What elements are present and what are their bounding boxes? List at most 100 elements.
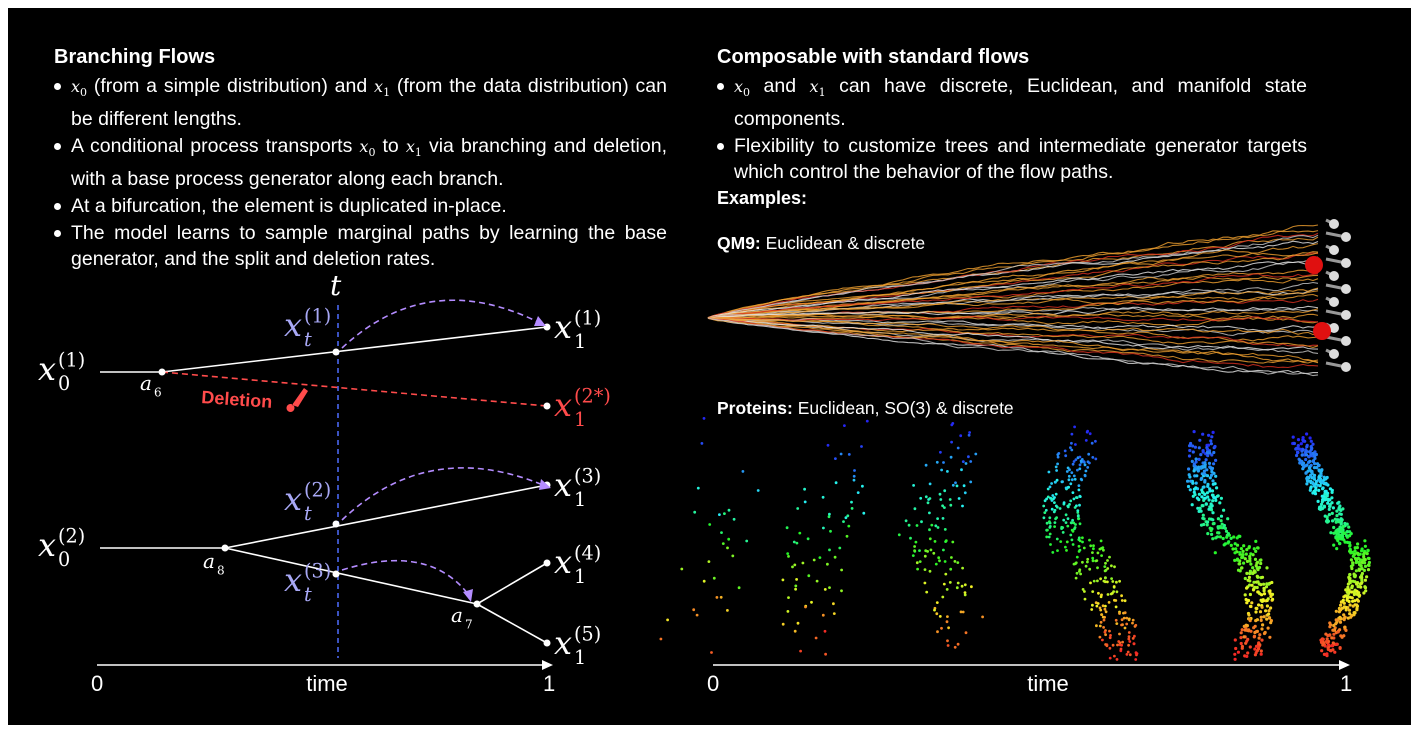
residue [1201,491,1205,495]
residue [1207,461,1212,465]
residue [963,593,967,597]
node [473,600,481,608]
residue [1046,528,1049,532]
residue [1345,534,1349,538]
residue [1248,554,1252,559]
residue [1326,647,1330,652]
residue [843,424,846,427]
residue [1248,604,1253,609]
branch [224,547,478,605]
residue [1324,482,1328,486]
residue [1236,568,1241,572]
residue [1254,644,1259,648]
branch [224,484,548,549]
residue [1062,501,1066,505]
residue [1071,518,1074,522]
residue [1310,446,1314,450]
residue [1100,613,1103,616]
residue [944,572,948,576]
residue [956,561,960,564]
residue [1192,469,1196,473]
residue [1210,532,1214,537]
residue [726,546,729,550]
residue [832,612,836,615]
residue [1121,623,1124,627]
residue [1320,494,1324,498]
residue [1215,535,1220,539]
residue [1260,605,1264,609]
residue [785,526,789,530]
trajectory [707,293,1319,319]
residue [1335,532,1339,536]
residue [1349,558,1353,562]
residue [1102,579,1106,583]
residue [1234,547,1238,551]
residue [1308,459,1312,463]
residue [741,470,745,473]
residue [707,560,711,563]
residue [1076,468,1079,472]
residue [951,483,955,487]
residue [850,507,854,510]
node [332,570,340,578]
residue [814,636,818,640]
residue [1128,640,1132,643]
residue [1210,435,1214,439]
residue [981,615,984,619]
math-sub: 0 [58,548,70,571]
residue [1192,430,1196,434]
residue [1237,562,1241,566]
residue [912,484,915,487]
residue [1338,525,1342,529]
residue [1205,451,1209,455]
math-var: x [374,77,384,96]
residue [1251,566,1255,570]
residue [1351,604,1355,608]
residue [941,517,945,520]
math-sup: (1) [574,307,601,330]
residue [1323,492,1327,496]
bullet: At a bifurcation, the element is duplica… [54,193,667,219]
residue [1188,444,1192,448]
residue [1329,531,1333,535]
math-sub: 7 [465,617,473,631]
residue [1266,597,1270,601]
residue [1104,561,1107,565]
residue [680,567,684,571]
residue [1332,525,1336,530]
residue [1202,469,1206,473]
residue [1298,460,1303,465]
residue [806,537,810,541]
residue [949,503,953,507]
residue [1268,591,1272,596]
residue [1260,638,1264,642]
residue [1053,501,1056,504]
residue [1197,457,1201,461]
residue [1226,532,1230,536]
residue [1211,482,1215,486]
residue [1067,474,1071,478]
residue [850,500,853,504]
residue [1123,611,1127,615]
residue [1334,622,1338,626]
residue [1096,602,1100,605]
residue [1123,599,1127,603]
residue [969,460,973,463]
residue [1342,613,1346,617]
residue [1197,492,1201,496]
residue [1205,523,1209,527]
residue [1201,516,1205,520]
residue [1320,502,1324,506]
residue [1248,579,1252,583]
residue [818,556,822,559]
residue [960,584,964,588]
residue [821,613,825,617]
residue [1095,624,1098,628]
residue [1106,593,1110,596]
residue [1135,652,1139,655]
residue [929,548,933,552]
residue [1100,593,1103,597]
residue [1216,526,1220,530]
residue [1064,545,1067,549]
residue [1206,520,1210,524]
